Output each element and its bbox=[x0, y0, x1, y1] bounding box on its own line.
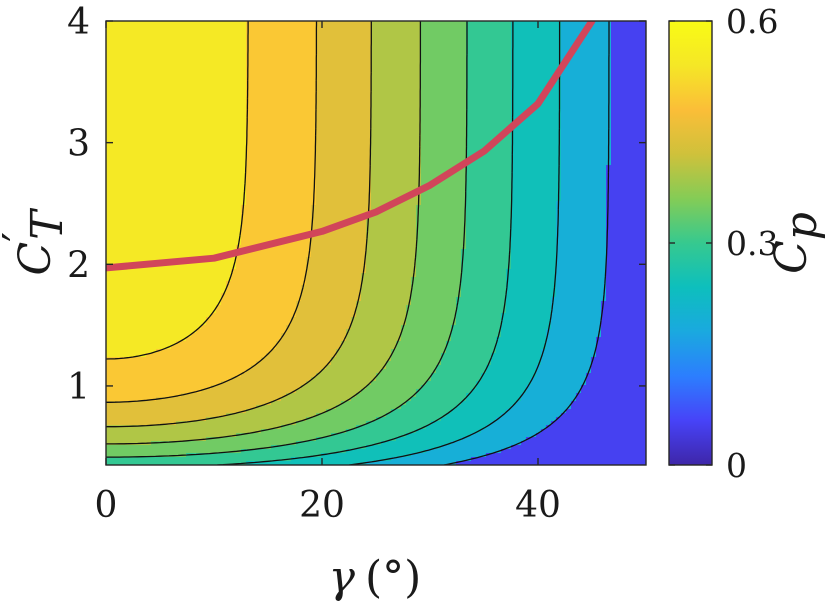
y-tick-label: 1 bbox=[67, 367, 90, 408]
axis-labels: γ(°) C′T Cp bbox=[0, 207, 827, 603]
colorbar-tick-label: 0.3 bbox=[726, 224, 778, 263]
axes: 0 20 40 1 2 3 4 bbox=[67, 2, 647, 526]
colorbar-gradient bbox=[669, 21, 712, 465]
axes-frame bbox=[105, 20, 647, 466]
y-tick-label: 2 bbox=[67, 245, 90, 286]
y-tick-label: 3 bbox=[67, 124, 90, 165]
y-tick-label: 4 bbox=[67, 2, 90, 43]
contour-line bbox=[106, 21, 422, 445]
optimal-curve bbox=[106, 21, 596, 272]
colorbar-label: Cp bbox=[766, 212, 827, 274]
x-tick-label: 20 bbox=[299, 485, 345, 526]
contour-line bbox=[106, 21, 318, 403]
x-tick-label: 0 bbox=[95, 485, 118, 526]
x-tick-label: 40 bbox=[515, 485, 561, 526]
plot-area bbox=[106, 21, 646, 465]
x-axis-label: γ (°) bbox=[329, 552, 422, 603]
contour-line bbox=[106, 21, 468, 458]
colorbar: 0 0.3 0.6 bbox=[668, 2, 778, 485]
contour-fill bbox=[106, 21, 646, 465]
contour-line bbox=[106, 21, 249, 360]
contour-line bbox=[106, 21, 372, 428]
colorbar-tick-label: 0.6 bbox=[726, 2, 778, 41]
colorbar-tick-label: 0 bbox=[726, 446, 747, 485]
y-axis-label: C′T bbox=[0, 207, 73, 276]
